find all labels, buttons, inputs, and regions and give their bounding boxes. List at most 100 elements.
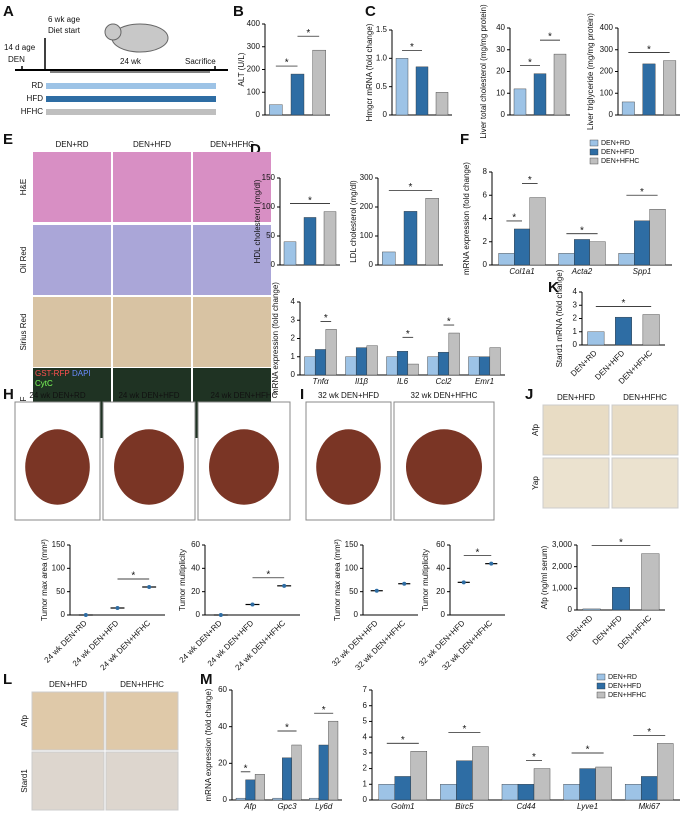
- significance-star: *: [462, 724, 466, 735]
- y-tick-label: 4: [363, 732, 368, 741]
- x-tick-label: Emr1: [475, 377, 494, 386]
- y-tick-label: 0.5: [376, 82, 388, 91]
- significance-star: *: [409, 182, 413, 193]
- y-tick-label: 1: [573, 327, 578, 336]
- x-tick-label: Tnfα: [312, 377, 329, 386]
- x-tick-label: Golm1: [391, 802, 415, 811]
- legend-swatch: [596, 682, 606, 690]
- y-tick-label: 4: [573, 287, 578, 296]
- row-label: Stard1: [20, 769, 29, 793]
- liver-photo: [25, 429, 90, 505]
- bar: [396, 351, 409, 376]
- legend-swatch: [589, 157, 599, 165]
- bar: [410, 751, 428, 801]
- y-tick-label: 1: [291, 352, 296, 361]
- bar: [563, 784, 580, 801]
- y-tick-label: 1: [363, 779, 368, 788]
- y-tick-label: 100: [600, 88, 614, 97]
- panel-letter: C: [365, 3, 376, 20]
- bar: [621, 101, 635, 116]
- y-tick-label: 0: [354, 610, 359, 619]
- bar: [283, 241, 297, 266]
- micrograph: [33, 225, 111, 295]
- bar: [612, 587, 631, 611]
- y-tick-label: 40: [496, 23, 505, 32]
- y-tick-label: 0: [568, 605, 573, 614]
- y-tick-label: 4: [291, 297, 296, 306]
- y-tick-label: 30: [496, 45, 505, 54]
- timeline-text: 24 wk: [120, 57, 142, 66]
- y-tick-label: 150: [262, 173, 276, 182]
- mean-point: [115, 606, 120, 610]
- y-tick-label: 60: [191, 540, 200, 549]
- y-tick-label: 400: [247, 19, 261, 28]
- y-tick-label: 2: [573, 314, 578, 323]
- significance-star: *: [447, 317, 451, 328]
- x-tick-label: Spp1: [633, 267, 652, 276]
- y-tick-label: 50: [349, 587, 358, 596]
- liver-photo: [209, 429, 279, 505]
- significance-star: *: [528, 175, 532, 186]
- timeline-text: DEN: [8, 55, 25, 64]
- significance-star: *: [410, 42, 414, 53]
- y-tick-label: 1,000: [552, 583, 573, 592]
- legend-label: DEN+HFD: [601, 149, 634, 156]
- y-tick-label: 0: [441, 610, 446, 619]
- significance-star: *: [548, 32, 552, 43]
- photo-label: 32 wk DEN+HFHC: [411, 391, 478, 400]
- y-tick-label: 0: [501, 110, 506, 119]
- y-axis-label: Liver triglyceride (mg/mg protein): [586, 13, 595, 130]
- y-tick-label: 3: [291, 315, 296, 324]
- bar: [649, 208, 666, 266]
- legend-label: DEN+RD: [608, 674, 637, 681]
- bar: [415, 66, 429, 116]
- y-tick-label: 200: [360, 202, 374, 211]
- x-tick-label: 32 wk DEN+HFHC: [353, 618, 407, 672]
- y-tick-label: 50: [56, 587, 65, 596]
- bar: [312, 49, 326, 116]
- micrograph: [113, 297, 191, 367]
- significance-star: *: [476, 547, 480, 558]
- y-tick-label: 40: [436, 563, 445, 572]
- y-tick-label: 0: [369, 260, 374, 269]
- bar: [448, 332, 460, 376]
- x-tick-label: DEN+RD: [565, 613, 595, 643]
- liver-photo: [406, 429, 482, 505]
- row-label: Afp: [20, 714, 29, 727]
- bar: [489, 347, 501, 376]
- micrograph: [33, 152, 111, 222]
- panel-letter: L: [3, 671, 12, 688]
- y-tick-label: 20: [218, 758, 227, 767]
- significance-star: *: [406, 329, 410, 340]
- ihc-image: [611, 457, 679, 509]
- column-header: DEN+HFD: [133, 140, 171, 149]
- y-tick-label: 1.0: [376, 53, 388, 62]
- x-tick-label: Il1β: [355, 377, 368, 386]
- significance-star: *: [640, 187, 644, 198]
- bar: [657, 743, 674, 801]
- photo-label: 32 wk DEN+HFD: [318, 391, 379, 400]
- mean-point: [461, 580, 466, 585]
- bar: [624, 784, 642, 801]
- bar: [615, 316, 633, 346]
- bar: [269, 104, 283, 116]
- y-tick-label: 60: [218, 685, 227, 694]
- y-tick-label: 0: [196, 610, 201, 619]
- y-axis-label: Liver total cholesterol (mg/mg protein): [479, 4, 488, 139]
- panel-letter: A: [3, 3, 14, 20]
- bar: [328, 720, 339, 801]
- y-tick-label: 4: [483, 214, 488, 223]
- y-tick-label: 8: [483, 167, 488, 176]
- bar: [574, 239, 591, 266]
- bar: [425, 198, 439, 266]
- bar: [513, 88, 527, 116]
- significance-star: *: [647, 727, 651, 738]
- y-tick-label: 0: [609, 110, 614, 119]
- x-tick-label: Ccl2: [435, 377, 452, 386]
- panel-letter: F: [460, 131, 469, 148]
- bar: [323, 211, 337, 266]
- column-header: DEN+HFD: [49, 680, 87, 689]
- y-tick-label: 2: [291, 334, 296, 343]
- y-tick-label: 2,000: [552, 562, 573, 571]
- y-tick-label: 0: [256, 110, 261, 119]
